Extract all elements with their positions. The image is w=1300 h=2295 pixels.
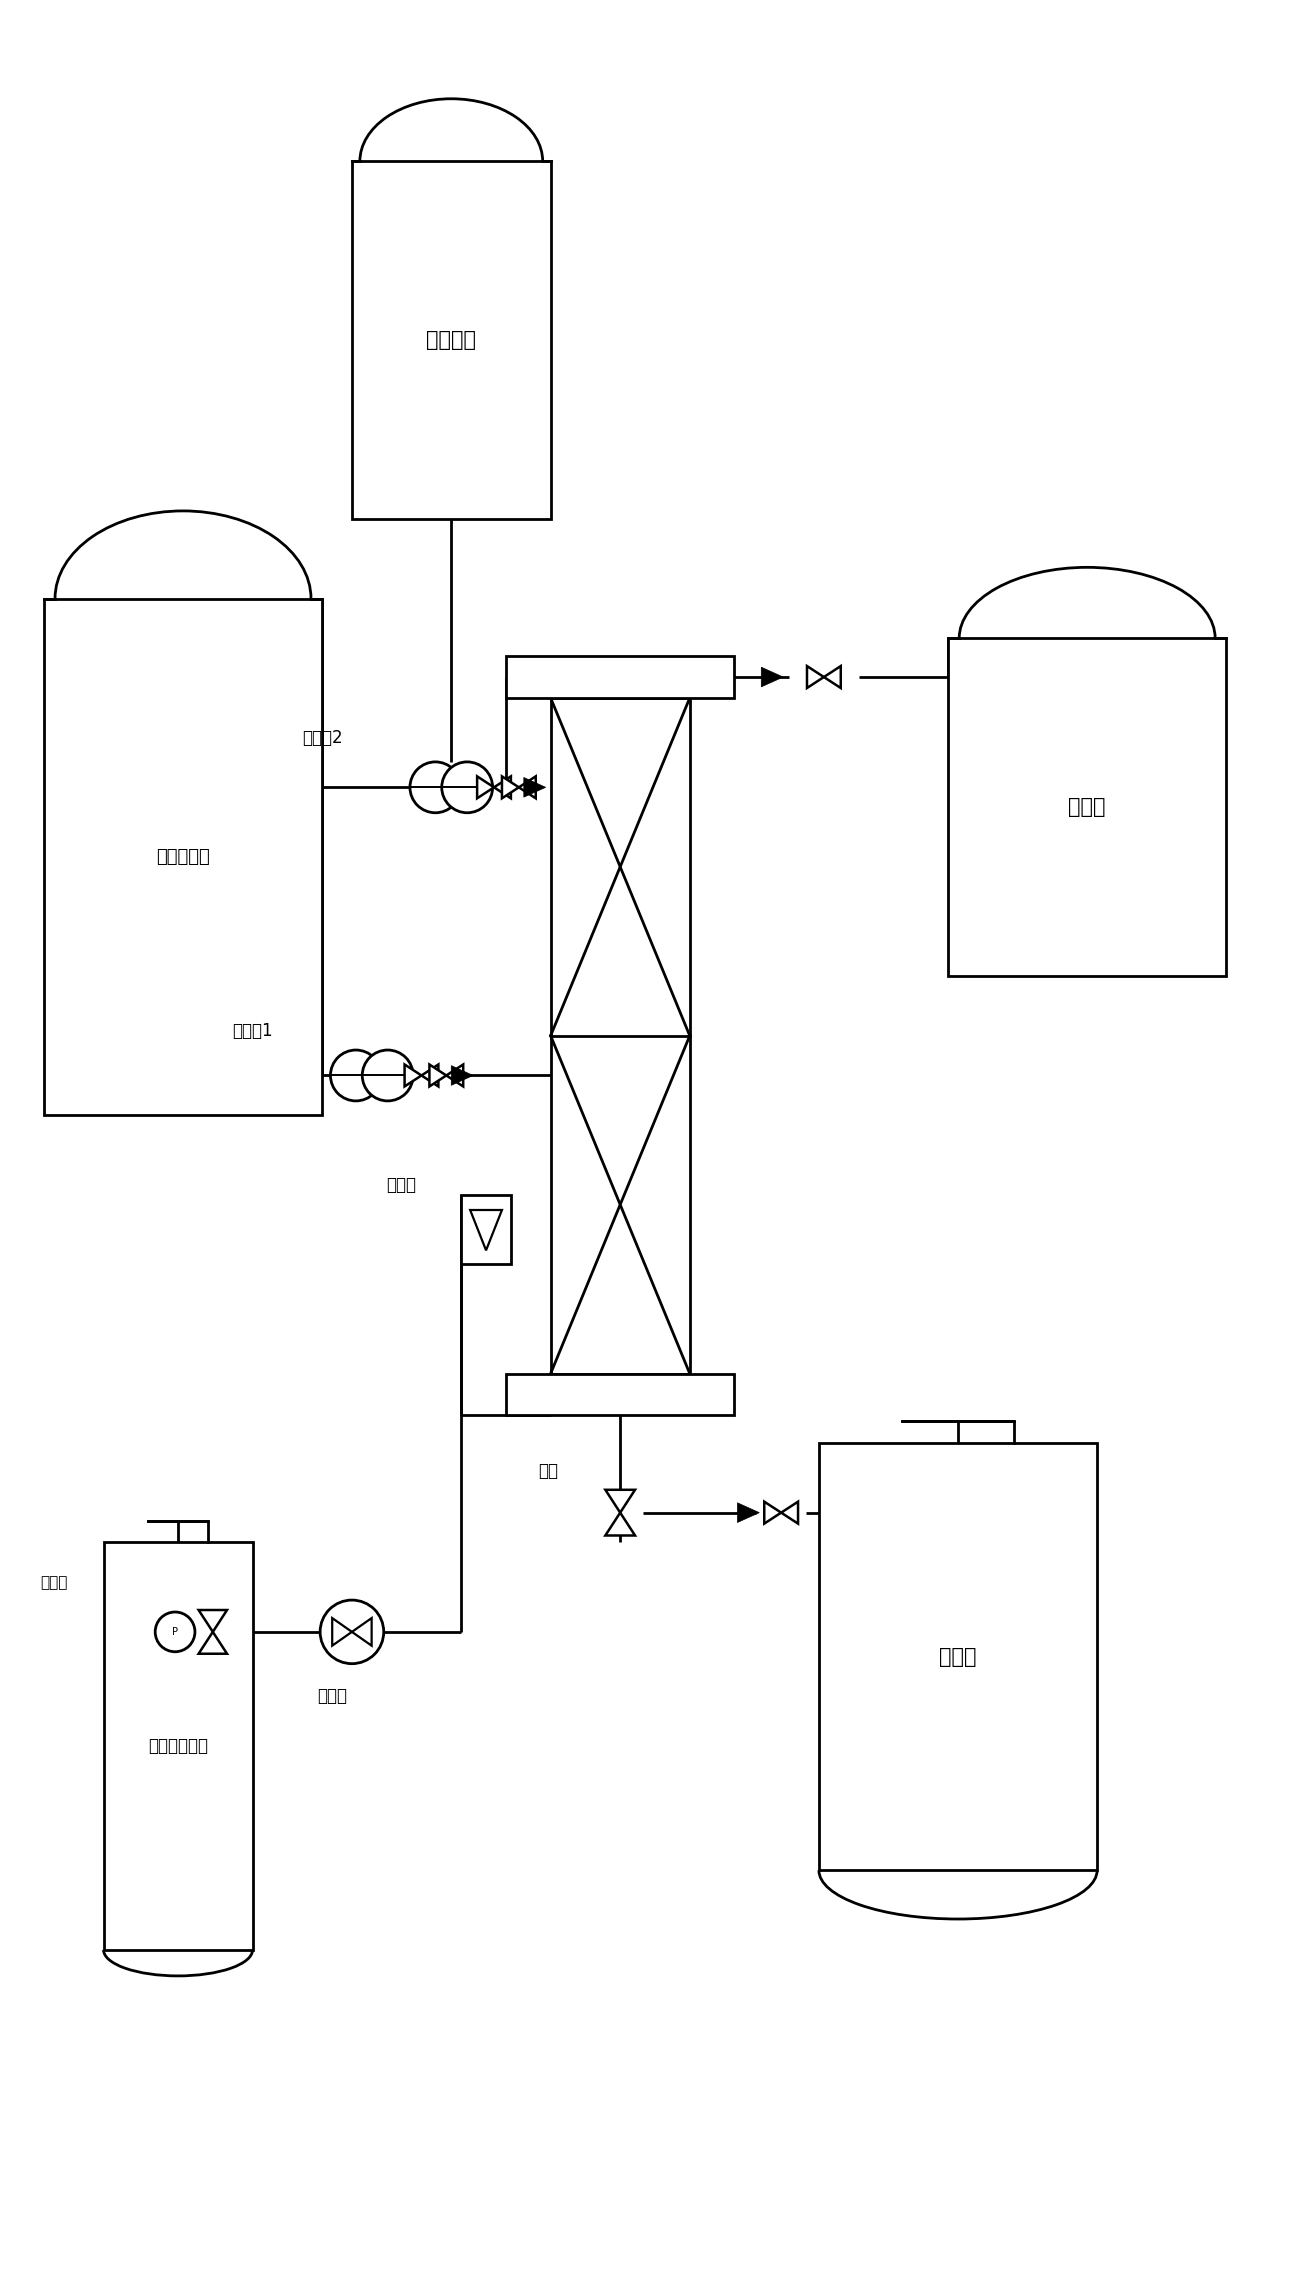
Text: 萩烯相: 萩烯相 (1069, 796, 1106, 817)
Circle shape (320, 1600, 384, 1664)
Polygon shape (764, 1501, 781, 1524)
Polygon shape (502, 776, 519, 799)
Text: 溶剂储罐: 溶剂储罐 (426, 330, 476, 351)
Circle shape (330, 1051, 381, 1102)
Polygon shape (429, 1065, 446, 1086)
Polygon shape (477, 776, 494, 799)
Bar (352, 161, 551, 519)
Text: 蚀动泵2: 蚀动泵2 (302, 728, 342, 746)
Polygon shape (606, 1489, 634, 1512)
Text: P: P (172, 1627, 178, 1636)
Text: 电磁阀: 电磁阀 (317, 1687, 347, 1705)
Bar (819, 1444, 1097, 1870)
Text: 蚀动泵1: 蚀动泵1 (233, 1021, 273, 1040)
Polygon shape (199, 1611, 228, 1632)
Polygon shape (781, 1501, 798, 1524)
Circle shape (442, 762, 493, 812)
Bar (948, 638, 1226, 975)
Polygon shape (762, 668, 783, 686)
Polygon shape (352, 1618, 372, 1646)
Circle shape (155, 1611, 195, 1652)
Polygon shape (451, 1065, 473, 1086)
Polygon shape (824, 666, 841, 688)
Polygon shape (519, 776, 536, 799)
Text: 压缩气体钓瓶: 压缩气体钓瓶 (148, 1737, 208, 1756)
Polygon shape (807, 666, 824, 688)
Text: 流量计: 流量计 (386, 1175, 416, 1193)
Circle shape (410, 762, 460, 812)
Polygon shape (199, 1632, 228, 1655)
Bar (44, 599, 322, 1115)
Text: 底阀: 底阀 (538, 1462, 559, 1480)
Text: 溶剂相: 溶剂相 (940, 1648, 976, 1666)
Text: 减压阀: 减压阀 (40, 1574, 68, 1590)
Polygon shape (333, 1618, 352, 1646)
Polygon shape (404, 1065, 421, 1086)
Polygon shape (494, 776, 511, 799)
Polygon shape (446, 1065, 463, 1086)
Polygon shape (471, 1209, 502, 1251)
Polygon shape (524, 778, 546, 796)
Polygon shape (737, 1503, 759, 1522)
Bar (506, 1372, 734, 1416)
Bar (551, 698, 690, 1372)
Polygon shape (606, 1512, 634, 1535)
Text: 柔橙油储罐: 柔橙油储罐 (156, 847, 209, 865)
Bar (462, 1196, 511, 1265)
Circle shape (363, 1051, 413, 1102)
Polygon shape (421, 1065, 438, 1086)
Bar (506, 656, 734, 698)
Bar (104, 1542, 252, 1951)
